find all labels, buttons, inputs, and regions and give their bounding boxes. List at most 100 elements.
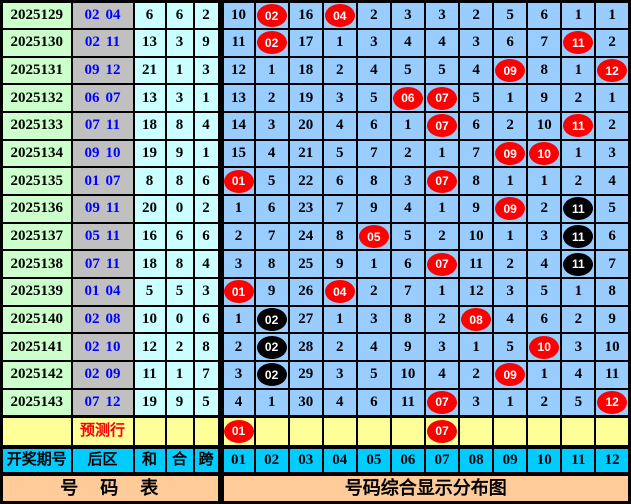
grid-cell: 02 (253, 304, 290, 335)
period-cell: 2025139 (0, 277, 73, 307)
grid-cell: 10 (526, 111, 563, 141)
prediction-grid-cell: 07 (423, 415, 461, 450)
back-number: 07 (84, 255, 100, 272)
grid-cell: 2 (355, 277, 392, 307)
grid-cell: 2 (492, 249, 529, 280)
drawn-number-circle: 01 (223, 169, 253, 193)
back-numbers-cell: 02 04 (70, 0, 135, 31)
back-numbers-cell: 02 10 (70, 332, 135, 363)
grid-cell: 1 (560, 138, 597, 169)
grid-cell: 2 (321, 332, 358, 363)
span-cell: 3 (192, 55, 224, 86)
he-cell: 1 (164, 360, 195, 390)
grid-cell: 10 (389, 360, 426, 390)
grid-cell: 1 (560, 277, 597, 307)
table-row: 2025131 09 12 21 1 3 12 1 18 2 4 5 5 4 09 8 1 12 (0, 55, 631, 86)
grid-cell: 2 (458, 360, 495, 390)
table-row: 2025138 07 11 18 8 4 3 8 25 9 1 6 07 11 2 4 11 7 (0, 249, 631, 280)
sum-cell: 13 (132, 28, 167, 58)
grid-cell: 1 (492, 387, 529, 418)
drawn-number-circle: 09 (495, 197, 526, 221)
grid-cell: 02 (253, 28, 290, 58)
back-number: 08 (105, 311, 121, 328)
grid-cell: 2 (355, 0, 392, 31)
he-cell: 5 (164, 277, 195, 307)
grid-cell: 12 (594, 387, 631, 418)
grid-cell: 8 (594, 277, 631, 307)
back-numbers-cell: 02 09 (70, 360, 135, 390)
back-number: 09 (84, 62, 100, 79)
grid-cell: 2 (219, 221, 256, 252)
grid-cell: 9 (389, 332, 426, 363)
span-cell: 4 (192, 111, 224, 141)
back-number: 12 (105, 62, 121, 79)
grid-cell: 12 (219, 55, 256, 86)
back-number: 09 (105, 366, 121, 383)
table-row: 2025137 05 11 16 6 6 2 7 24 8 05 5 2 10 1 3 11 6 (0, 221, 631, 252)
grid-cell: 11 (594, 360, 631, 390)
he-cell: 8 (164, 111, 195, 141)
period-cell: 2025132 (0, 83, 73, 114)
drawn-number-circle: 10 (529, 142, 560, 166)
grid-cell: 4 (560, 360, 597, 390)
he-cell: 1 (164, 55, 195, 86)
grid-cell: 08 (458, 304, 495, 335)
grid-cell: 6 (253, 194, 290, 224)
grid-cell: 07 (423, 387, 461, 418)
back-number: 02 (84, 311, 100, 328)
grid-cell: 02 (253, 332, 290, 363)
grid-cell: 2 (423, 304, 461, 335)
drawn-number-circle: 07 (427, 419, 457, 443)
grid-cell: 2 (492, 111, 529, 141)
grid-cell: 4 (423, 360, 461, 390)
table-row: 2025140 02 08 10 0 6 1 02 27 1 3 8 2 08 4 6 2 9 (0, 304, 631, 335)
grid-cell: 20 (287, 111, 324, 141)
grid-cell: 5 (594, 194, 631, 224)
grid-cell: 2 (594, 28, 631, 58)
back-numbers-cell: 07 11 (70, 111, 135, 141)
header-number: 06 (389, 446, 426, 476)
period-cell: 2025133 (0, 111, 73, 141)
grid-cell: 2 (526, 194, 563, 224)
grid-cell: 11 (560, 111, 597, 141)
back-numbers-cell: 01 07 (70, 166, 135, 197)
grid-cell: 3 (492, 277, 529, 307)
back-numbers-cell: 02 08 (70, 304, 135, 335)
prediction-grid-cell: 01 (219, 415, 256, 450)
grid-cell: 6 (526, 0, 563, 31)
grid-cell: 5 (355, 83, 392, 114)
he-cell: 0 (164, 304, 195, 335)
prediction-grid-cell (594, 415, 631, 450)
span-cell: 1 (192, 83, 224, 114)
grid-cell: 09 (492, 138, 529, 169)
back-number: 01 (84, 283, 100, 300)
grid-cell: 09 (492, 360, 529, 390)
grid-cell: 8 (526, 55, 563, 86)
prediction-grid-cell (458, 415, 495, 450)
repeat-number-circle: 11 (563, 225, 594, 249)
grid-cell: 3 (355, 28, 392, 58)
grid-cell: 11 (560, 194, 597, 224)
grid-cell: 1 (526, 360, 563, 390)
header-number: 08 (458, 446, 495, 476)
grid-cell: 29 (287, 360, 324, 390)
drawn-number-circle: 05 (358, 225, 389, 249)
drawn-number-circle: 09 (495, 142, 526, 166)
sum-cell: 11 (132, 360, 167, 390)
span-cell: 2 (192, 194, 224, 224)
header-number: 07 (423, 446, 461, 476)
prediction-grid-cell (287, 415, 324, 450)
grid-cell: 02 (253, 360, 290, 390)
period-cell: 2025130 (0, 28, 73, 58)
table-row: 2025142 02 09 11 1 7 3 02 29 3 5 10 4 2 09 1 4 11 (0, 360, 631, 390)
grid-cell: 07 (423, 111, 461, 141)
he-cell: 3 (164, 83, 195, 114)
prediction-grid-cell (321, 415, 358, 450)
he-cell: 3 (164, 28, 195, 58)
sum-cell: 12 (132, 332, 167, 363)
grid-cell: 2 (560, 83, 597, 114)
grid-cell: 7 (253, 221, 290, 252)
grid-cell: 10 (526, 138, 563, 169)
grid-cell: 2 (253, 83, 290, 114)
